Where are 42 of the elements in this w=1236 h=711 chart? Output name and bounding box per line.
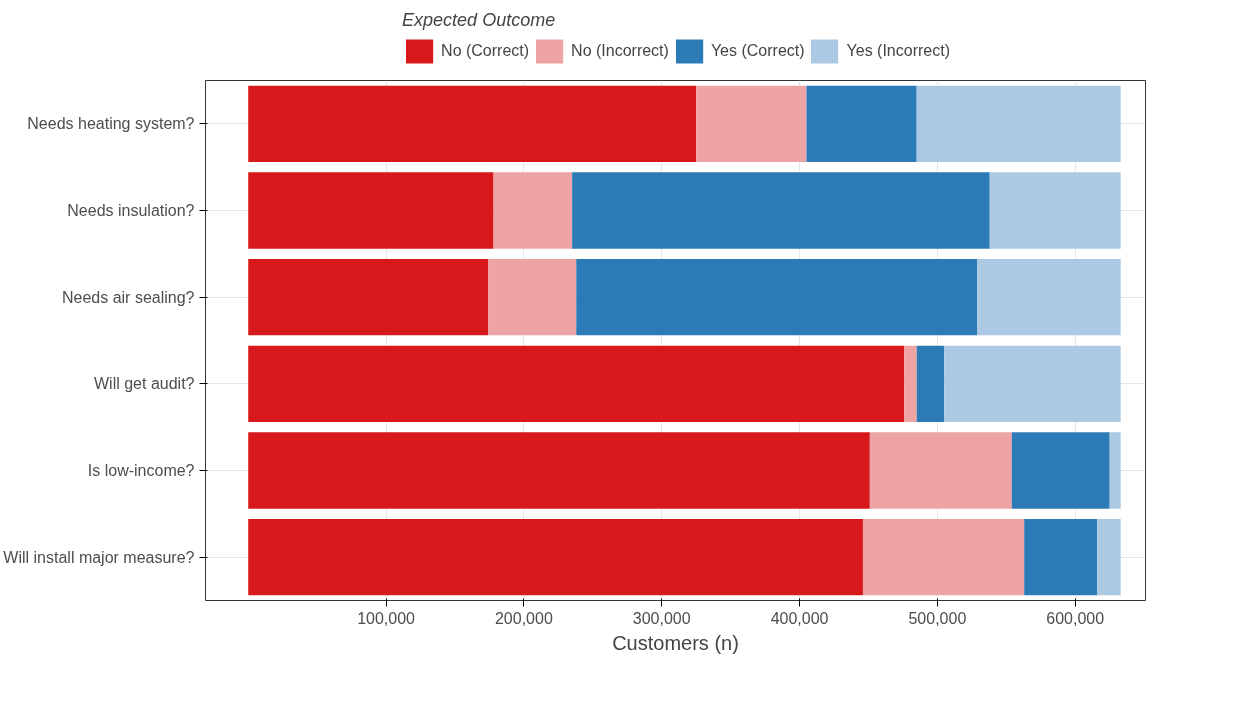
bar <box>977 259 1121 336</box>
y-tick-label: Needs air sealing? <box>61 288 195 306</box>
x-tick-label: 600,000 <box>1046 609 1105 627</box>
bar <box>869 432 1012 509</box>
x-tick-label: 200,000 <box>494 609 553 627</box>
bar <box>696 85 807 162</box>
bar <box>806 85 917 162</box>
x-tick-label: 400,000 <box>770 609 829 627</box>
x-axis-title: Customers (n) <box>612 631 739 654</box>
bar <box>572 172 990 249</box>
bar <box>248 345 905 422</box>
bar <box>989 172 1121 249</box>
bar <box>248 85 697 162</box>
bar <box>904 345 917 422</box>
bar <box>248 259 489 336</box>
y-tick-label: Will install major measure? <box>3 548 195 566</box>
legend-label: No (Incorrect) <box>571 42 669 60</box>
bar <box>248 432 870 509</box>
bar <box>1011 432 1110 509</box>
bar <box>916 85 1121 162</box>
x-tick-label: 300,000 <box>632 609 691 627</box>
legend-title: Expected Outcome <box>402 10 557 31</box>
x-tick-label: 500,000 <box>908 609 967 627</box>
bar <box>944 345 1121 422</box>
bar <box>248 519 863 596</box>
legend-label: No (Correct) <box>441 42 530 60</box>
bar <box>1097 519 1121 596</box>
bar <box>1024 519 1098 596</box>
y-tick-label: Needs heating system? <box>27 115 195 133</box>
y-tick-label: Will get audit? <box>94 375 195 393</box>
legend-label: Yes (Correct) <box>710 42 805 60</box>
bar <box>916 345 945 422</box>
bar <box>248 172 494 249</box>
y-tick-label: Is low-income? <box>87 462 195 479</box>
x-tick-label: 100,000 <box>357 609 416 627</box>
legend-label: Yes (Incorrect) <box>846 42 950 60</box>
y-tick-label: Needs insulation? <box>67 202 195 219</box>
bar <box>576 259 978 336</box>
bar <box>493 172 573 249</box>
bar <box>1109 432 1121 509</box>
bar <box>862 519 1025 596</box>
bar <box>488 259 577 336</box>
